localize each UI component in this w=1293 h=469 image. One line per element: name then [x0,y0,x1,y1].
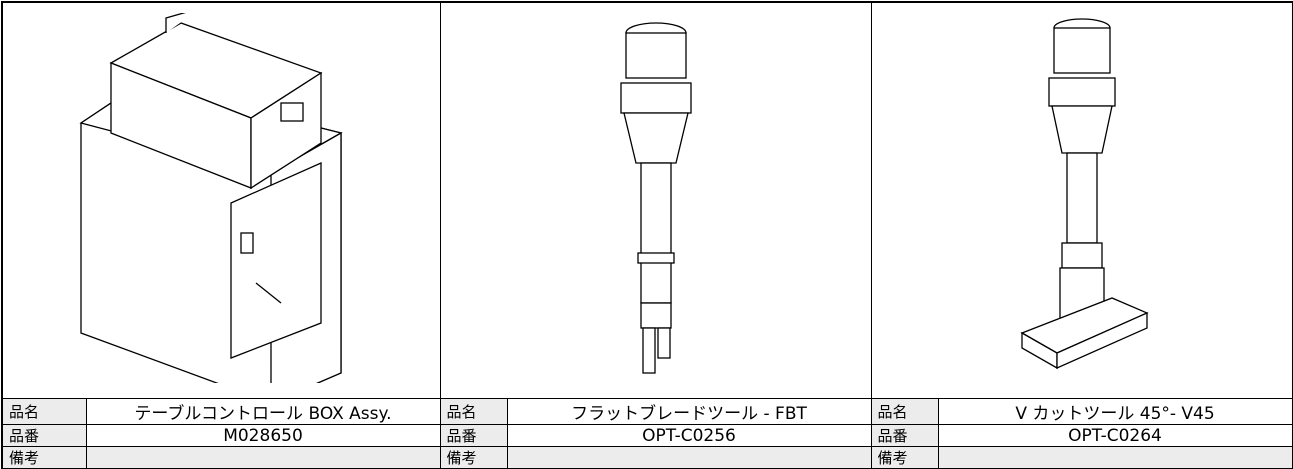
label: 備考 [870,446,939,469]
image-cell [870,1,1293,399]
label: 品名 [870,398,939,425]
product-name: フラットブレードツール - FBT [506,398,872,425]
image-cell [439,1,872,399]
remarks [937,446,1293,469]
flat-blade-tool-drawing [619,22,692,374]
label: 品番 [870,424,939,447]
product-name: テーブルコントロール BOX Assy. [85,398,441,425]
label: 品番 [1,424,87,447]
part-number: OPT-C0256 [506,424,872,447]
product-name: V カットツール 45°- V45 [937,398,1293,425]
label: 品番 [439,424,508,447]
part-number: OPT-C0264 [937,424,1293,447]
control-box-drawing [79,7,343,404]
label: 品名 [1,398,87,425]
label: 備考 [1,446,87,469]
image-cell [1,1,441,404]
remarks [85,446,441,469]
remarks [506,446,872,469]
v-cut-tool-drawing [1019,18,1149,370]
part-number: M028650 [85,424,441,447]
label: 備考 [439,446,508,469]
label: 品名 [439,398,508,425]
